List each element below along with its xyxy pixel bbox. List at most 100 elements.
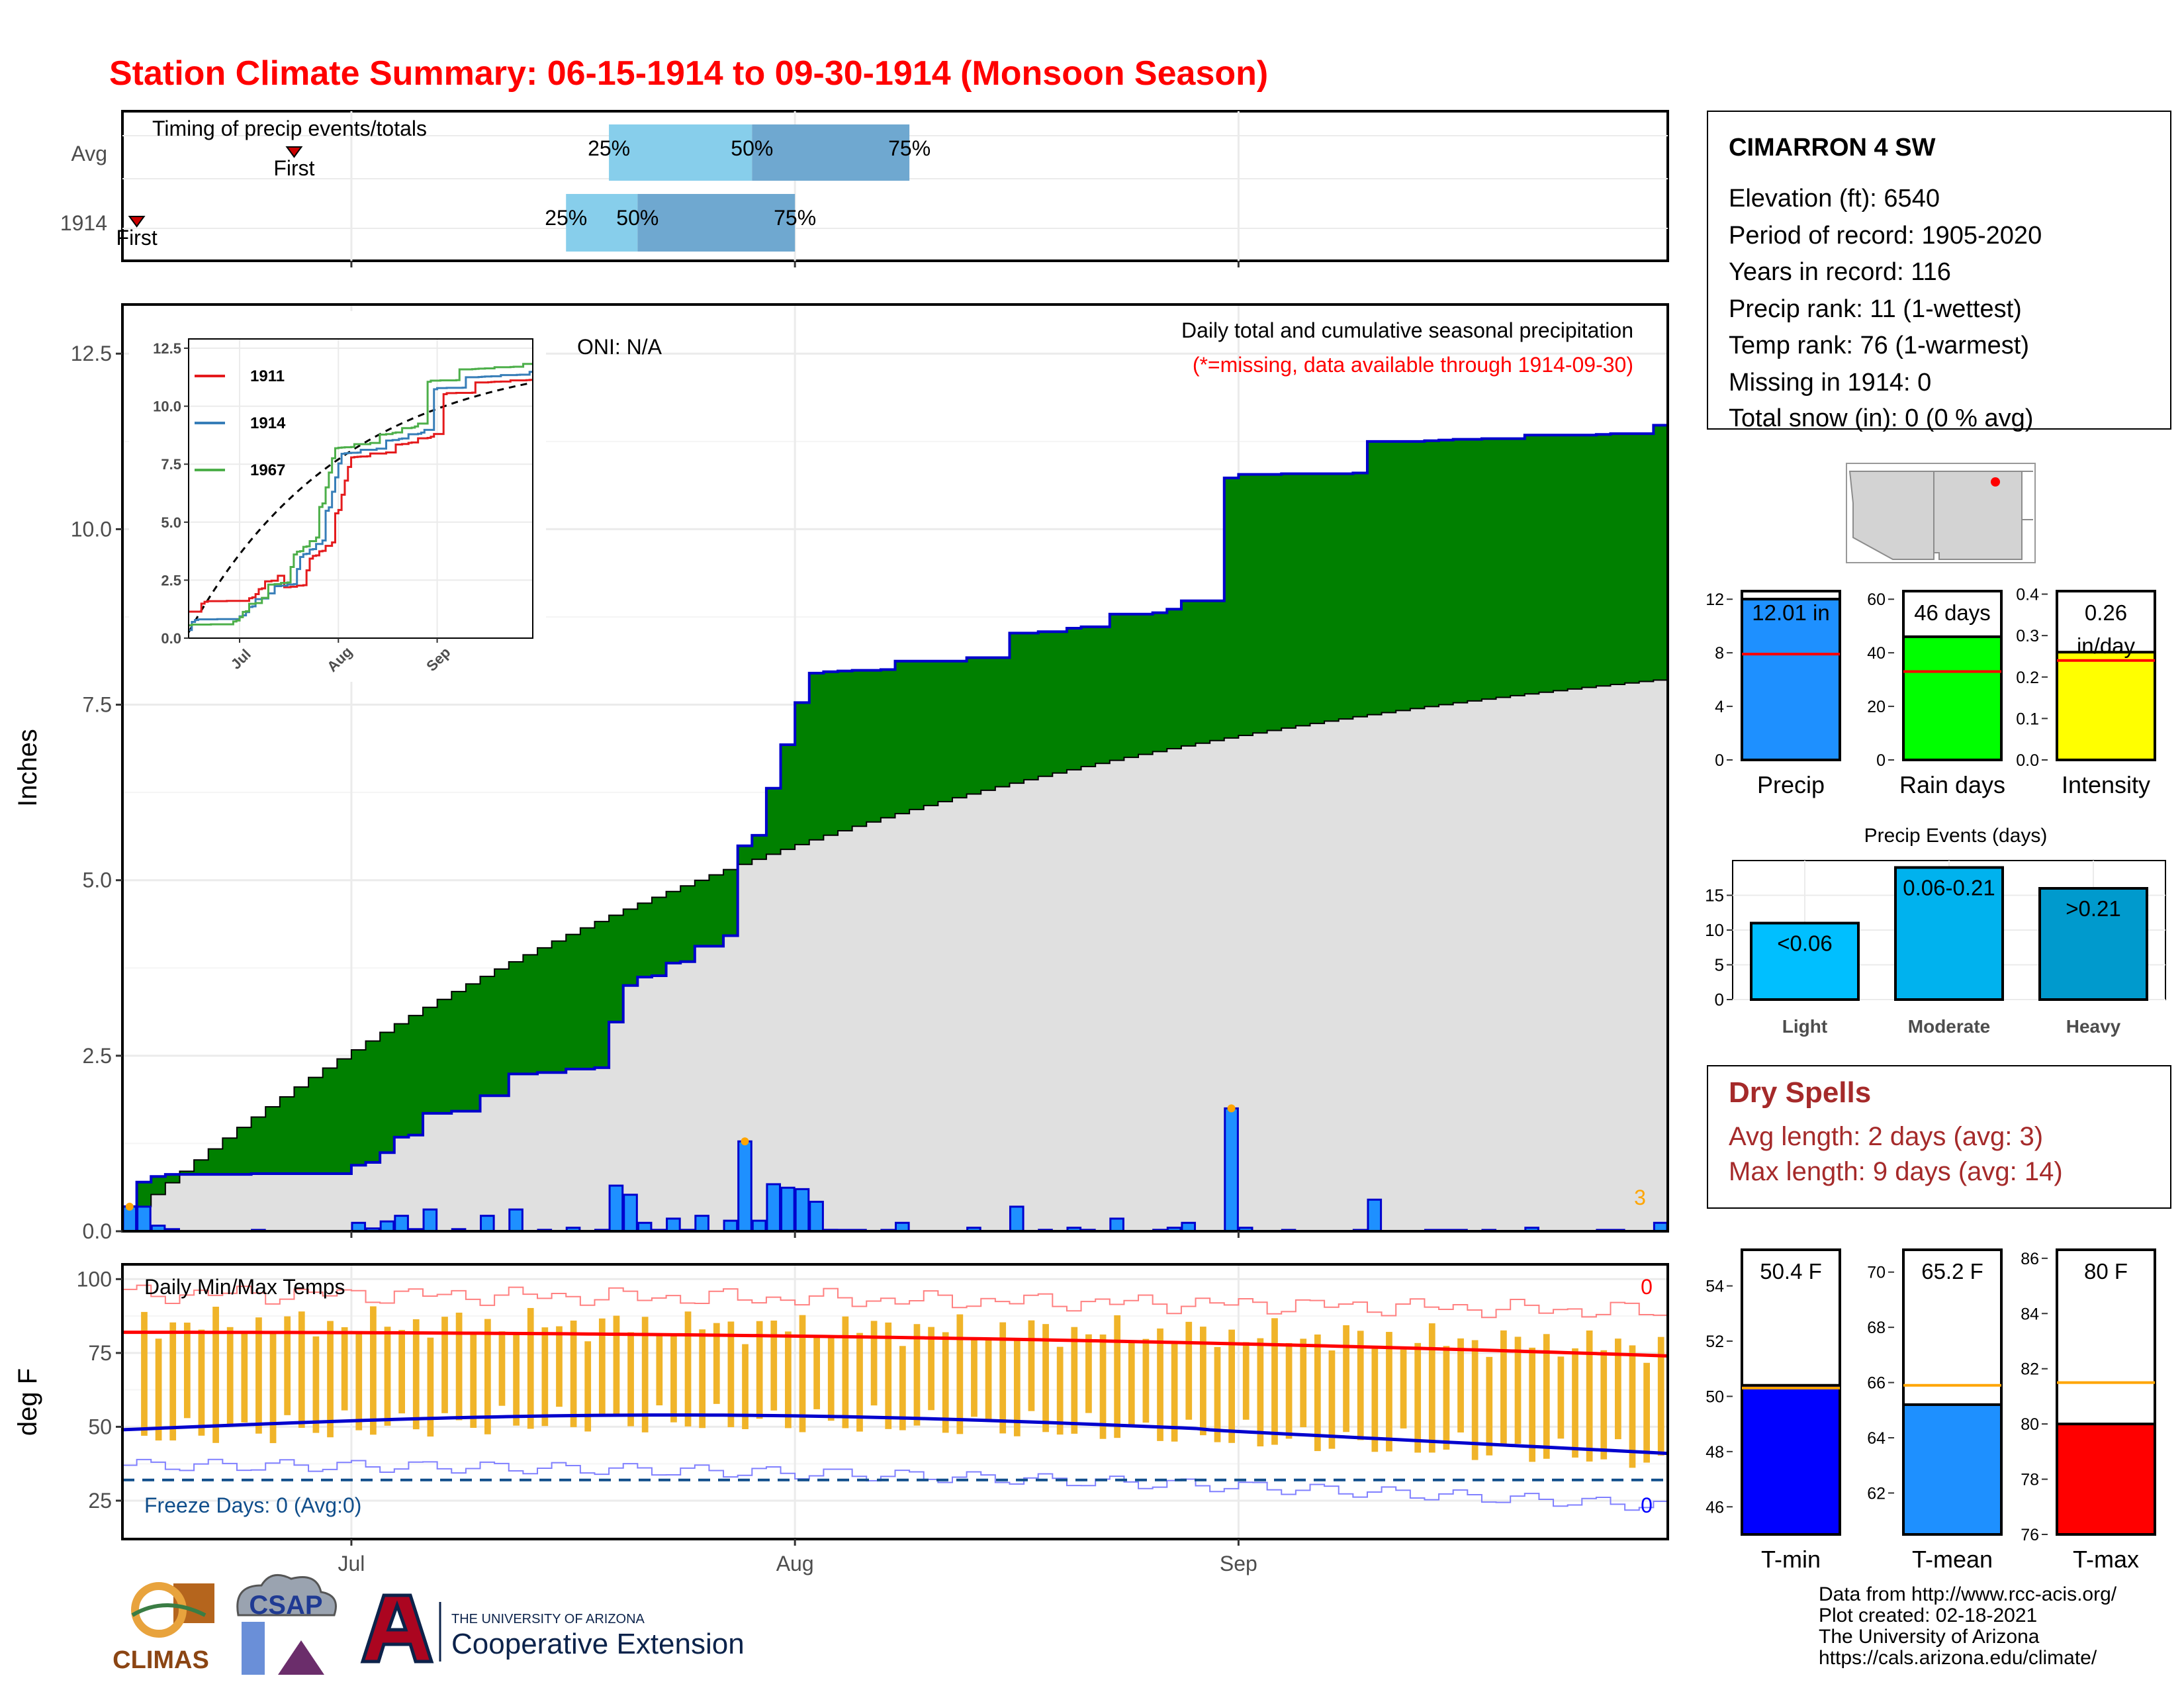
daily-temp-range-bar xyxy=(1114,1315,1121,1438)
inset-y-tick-label: 0.0 xyxy=(161,630,181,647)
daily-temp-range-bar xyxy=(1128,1340,1135,1427)
events-bar-heavy xyxy=(2038,887,2148,1001)
daily-temp-range-bar xyxy=(713,1323,720,1404)
temp-axes: 25 50 75 100 Jul Aug Sep xyxy=(77,1267,1257,1575)
inset-avg-line xyxy=(187,382,530,633)
daily-temp-range-bar xyxy=(212,1306,219,1443)
temp-panel-frame xyxy=(121,1263,1669,1540)
raindays-summary-y-tick-label: 0 xyxy=(1876,751,1886,770)
daily-temp-range-bar xyxy=(570,1320,577,1427)
locator-map xyxy=(1846,463,2036,563)
daily-temp-range-bar xyxy=(1028,1320,1035,1411)
state-shape-new-mexico xyxy=(1933,471,2023,560)
timing-marker-label: First xyxy=(116,226,158,250)
precip-y-tick-label: 5.0 xyxy=(83,868,112,892)
intensity-summary-value-label: in/day xyxy=(2077,633,2136,658)
daily-precip-bar xyxy=(666,1217,681,1233)
daily-temp-range-bar xyxy=(913,1324,921,1426)
daily-temp-range-bar xyxy=(842,1316,849,1429)
timing-marker xyxy=(285,146,303,158)
daily-precip-bar xyxy=(1109,1217,1124,1233)
daily-precip-bar xyxy=(809,1200,824,1233)
daily-temp-range-bar xyxy=(327,1321,334,1438)
daily-temp-range-bar xyxy=(985,1338,992,1421)
precip-summary-value-bar xyxy=(1741,598,1841,761)
hot-count: 0 xyxy=(1641,1275,1653,1299)
tmean-summary-value-bar xyxy=(1902,1403,2003,1536)
daily-temp-range-bar xyxy=(169,1322,177,1441)
tmax-summary-y-tick-label: 82 xyxy=(2021,1360,2039,1379)
precip-panel: 0.0 2.5 5.0 7.5 10.0 12.5 Inches ONI: N/A Dai… xyxy=(13,303,1669,1243)
dry-spells-max: Max length: 9 days (avg: 14) xyxy=(1729,1157,2063,1186)
daily-temp-range-bar xyxy=(183,1323,191,1419)
daily-temp-range-bar xyxy=(255,1317,262,1434)
csap-logo-cloud xyxy=(236,1573,337,1617)
temp-x-tick-label: Sep xyxy=(1220,1552,1257,1575)
temp-grid xyxy=(122,1264,1668,1539)
ua-logo-small-text: THE UNIVERSITY OF ARIZONA xyxy=(451,1612,645,1626)
daily-temp-range-bar xyxy=(527,1307,534,1429)
climas-logo-text: CLIMAS xyxy=(113,1646,209,1674)
daily-temp-range-bar xyxy=(1314,1335,1321,1452)
tmax-summary-y-tick-label: 80 xyxy=(2021,1415,2039,1434)
daily-precip-bar xyxy=(780,1186,796,1233)
inset-y-tick-label: 2.5 xyxy=(161,572,181,588)
ua-logo-a-shape xyxy=(360,1593,434,1664)
station-line: Period of record: 1905-2020 xyxy=(1729,222,2042,250)
record-low-line xyxy=(122,1458,1668,1511)
climas-logo: CLIMAS xyxy=(113,1582,214,1674)
daily-temp-range-bar xyxy=(141,1311,148,1436)
daily-temp-range-bar xyxy=(1185,1321,1193,1420)
precip-y-tick-label: 2.5 xyxy=(83,1044,112,1068)
daily-temp-range-bar xyxy=(613,1315,620,1415)
intensity-summary-value-label: 0.26 xyxy=(2085,600,2127,625)
daily-temp-range-bar xyxy=(799,1315,806,1432)
inset-frame xyxy=(188,338,533,639)
daily-temp-range-bar xyxy=(1557,1356,1565,1439)
daily-temp-range-bar xyxy=(1056,1346,1064,1435)
station-line: Missing in 1914: 0 xyxy=(1729,369,1931,397)
daily-temp-range-bar xyxy=(598,1318,606,1415)
timing-heading: Timing of precip events/totals xyxy=(152,117,427,140)
intensity-summary-y-tick-label: 0.1 xyxy=(2016,710,2039,728)
tmean-summary-value-label: 65.2 F xyxy=(1921,1259,1983,1284)
daily-precip-bar xyxy=(751,1219,767,1233)
daily-temp-range-bar xyxy=(1572,1348,1578,1458)
inset-legend-label: 1914 xyxy=(250,414,286,432)
daily-temp-range-bar xyxy=(1371,1347,1379,1452)
inset-y-tick-label: 10.0 xyxy=(153,399,181,415)
daily-temp-range-bar xyxy=(1257,1338,1264,1446)
daily-temp-range-bar xyxy=(1457,1338,1464,1432)
station-line: Total snow (in): 0 (0 % avg) xyxy=(1729,404,2033,432)
daily-temp-range-bar xyxy=(1271,1318,1278,1445)
corner-count: 3 xyxy=(1634,1186,1646,1209)
daily-precip-bar xyxy=(480,1215,495,1233)
daily-temp-range-bar xyxy=(1085,1334,1092,1413)
inset-line-1911 xyxy=(189,379,533,613)
intensity-summary-y-tick-label: 0.2 xyxy=(2016,669,2039,687)
daily-temp-range-bar xyxy=(1071,1327,1078,1434)
precip-areas xyxy=(122,424,1668,1231)
inset-legend-label: 1911 xyxy=(250,367,285,385)
daily-temp-range-bar xyxy=(1414,1342,1422,1453)
daily-temp-range-bar xyxy=(656,1335,663,1406)
daily-temp-range-bar xyxy=(1428,1323,1435,1453)
daily-temp-range-bar xyxy=(226,1327,234,1427)
daily-temp-range-bar xyxy=(813,1337,820,1409)
dry-spells-frame xyxy=(1707,1065,2171,1209)
inset-y-tick-label: 12.5 xyxy=(153,340,181,357)
daily-temp-range-bar xyxy=(971,1339,978,1417)
daily-precip-bar xyxy=(623,1194,638,1233)
daily-temp-range-bar xyxy=(269,1333,277,1444)
tmin-summary-y-tick-label: 46 xyxy=(1706,1498,1724,1517)
daily-precip-bar xyxy=(379,1220,395,1233)
heavy-event-marker xyxy=(741,1137,749,1146)
daily-precip-bar xyxy=(1224,1107,1239,1233)
station-info: CIMARRON 4 SW Elevation (ft): 6540 Perio… xyxy=(1707,111,2171,432)
csap-logo-bars xyxy=(242,1622,265,1675)
credit-line: The University of Arizona xyxy=(1819,1626,2040,1648)
intensity-summary-value-bar xyxy=(2056,651,2156,762)
daily-temp-range-bar xyxy=(928,1327,934,1411)
dry-spells-box: Dry Spells Avg length: 2 days (avg: 3) M… xyxy=(1707,1065,2171,1209)
daily-temp-range-bar xyxy=(1013,1338,1021,1436)
